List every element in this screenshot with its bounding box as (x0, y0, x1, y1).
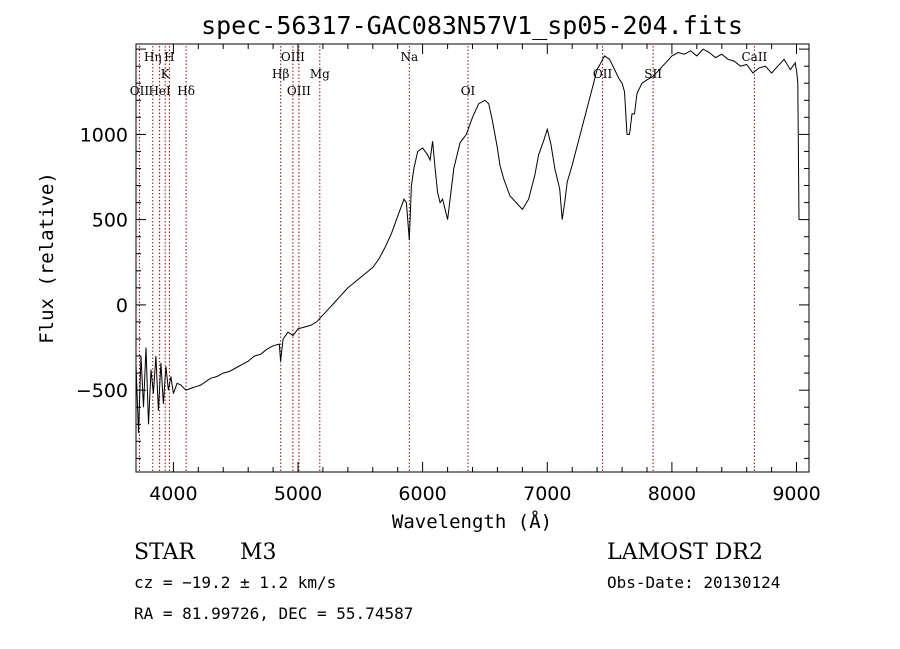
chart-title: spec-56317-GAC083N57V1_sp05-204.fits (201, 11, 743, 40)
coordinates: RA = 81.99726, DEC = 55.74587 (134, 604, 413, 623)
spectral-line-label: CaII (741, 50, 767, 64)
spectral-line-label: OII (593, 67, 613, 81)
spectral-line-labels: OII Hη HeI KH Hδ Hβ OIII OIII Mg Na OI OII SII CaII (130, 50, 768, 98)
x-tick-label: 7000 (523, 483, 571, 505)
y-tick-label: 0 (116, 295, 128, 317)
spectral-line-label: K (161, 67, 171, 81)
spectral-line-label: OI (461, 84, 476, 98)
spectral-line-label: H (164, 50, 174, 64)
y-axis-ticks: −500 0 500 1000 (76, 48, 809, 459)
x-axis-ticks: 4000 5000 6000 7000 8000 9000 (149, 44, 821, 505)
x-tick-label: 9000 (772, 483, 820, 505)
survey-name: LAMOST DR2 (607, 540, 763, 565)
spectral-line-label: SII (644, 67, 662, 81)
spectral-line-label: Na (400, 50, 418, 64)
spectral-line-markers (138, 46, 755, 471)
spectral-line-label: Mg (310, 67, 330, 81)
object-subclass: M3 (240, 540, 277, 565)
spectral-line-label: Hβ (272, 67, 289, 81)
spectral-line-label: OIII (287, 84, 311, 98)
x-tick-label: 8000 (648, 483, 696, 505)
spectral-line-label: Hη (144, 50, 162, 64)
x-tick-label: 5000 (274, 483, 322, 505)
object-class: STAR (134, 540, 196, 565)
y-tick-label: −500 (76, 380, 128, 402)
y-tick-label: 1000 (80, 124, 128, 146)
redshift-value: cz = −19.2 ± 1.2 km/s (134, 573, 336, 592)
x-axis-label: Wavelength (Å) (392, 510, 552, 533)
spectrum-series-line (135, 48, 800, 433)
y-tick-label: 500 (92, 210, 128, 232)
spectral-line-label: OII (130, 84, 150, 98)
x-tick-label: 4000 (149, 483, 197, 505)
spectral-line-label: HeI (148, 84, 171, 98)
spectral-line-label: Hδ (177, 84, 195, 98)
plot-frame (135, 43, 810, 473)
observation-date: Obs-Date: 20130124 (607, 573, 780, 592)
y-axis-label: Flux (relative) (36, 172, 58, 344)
spectral-line-label: OIII (281, 50, 305, 64)
x-tick-label: 6000 (398, 483, 446, 505)
